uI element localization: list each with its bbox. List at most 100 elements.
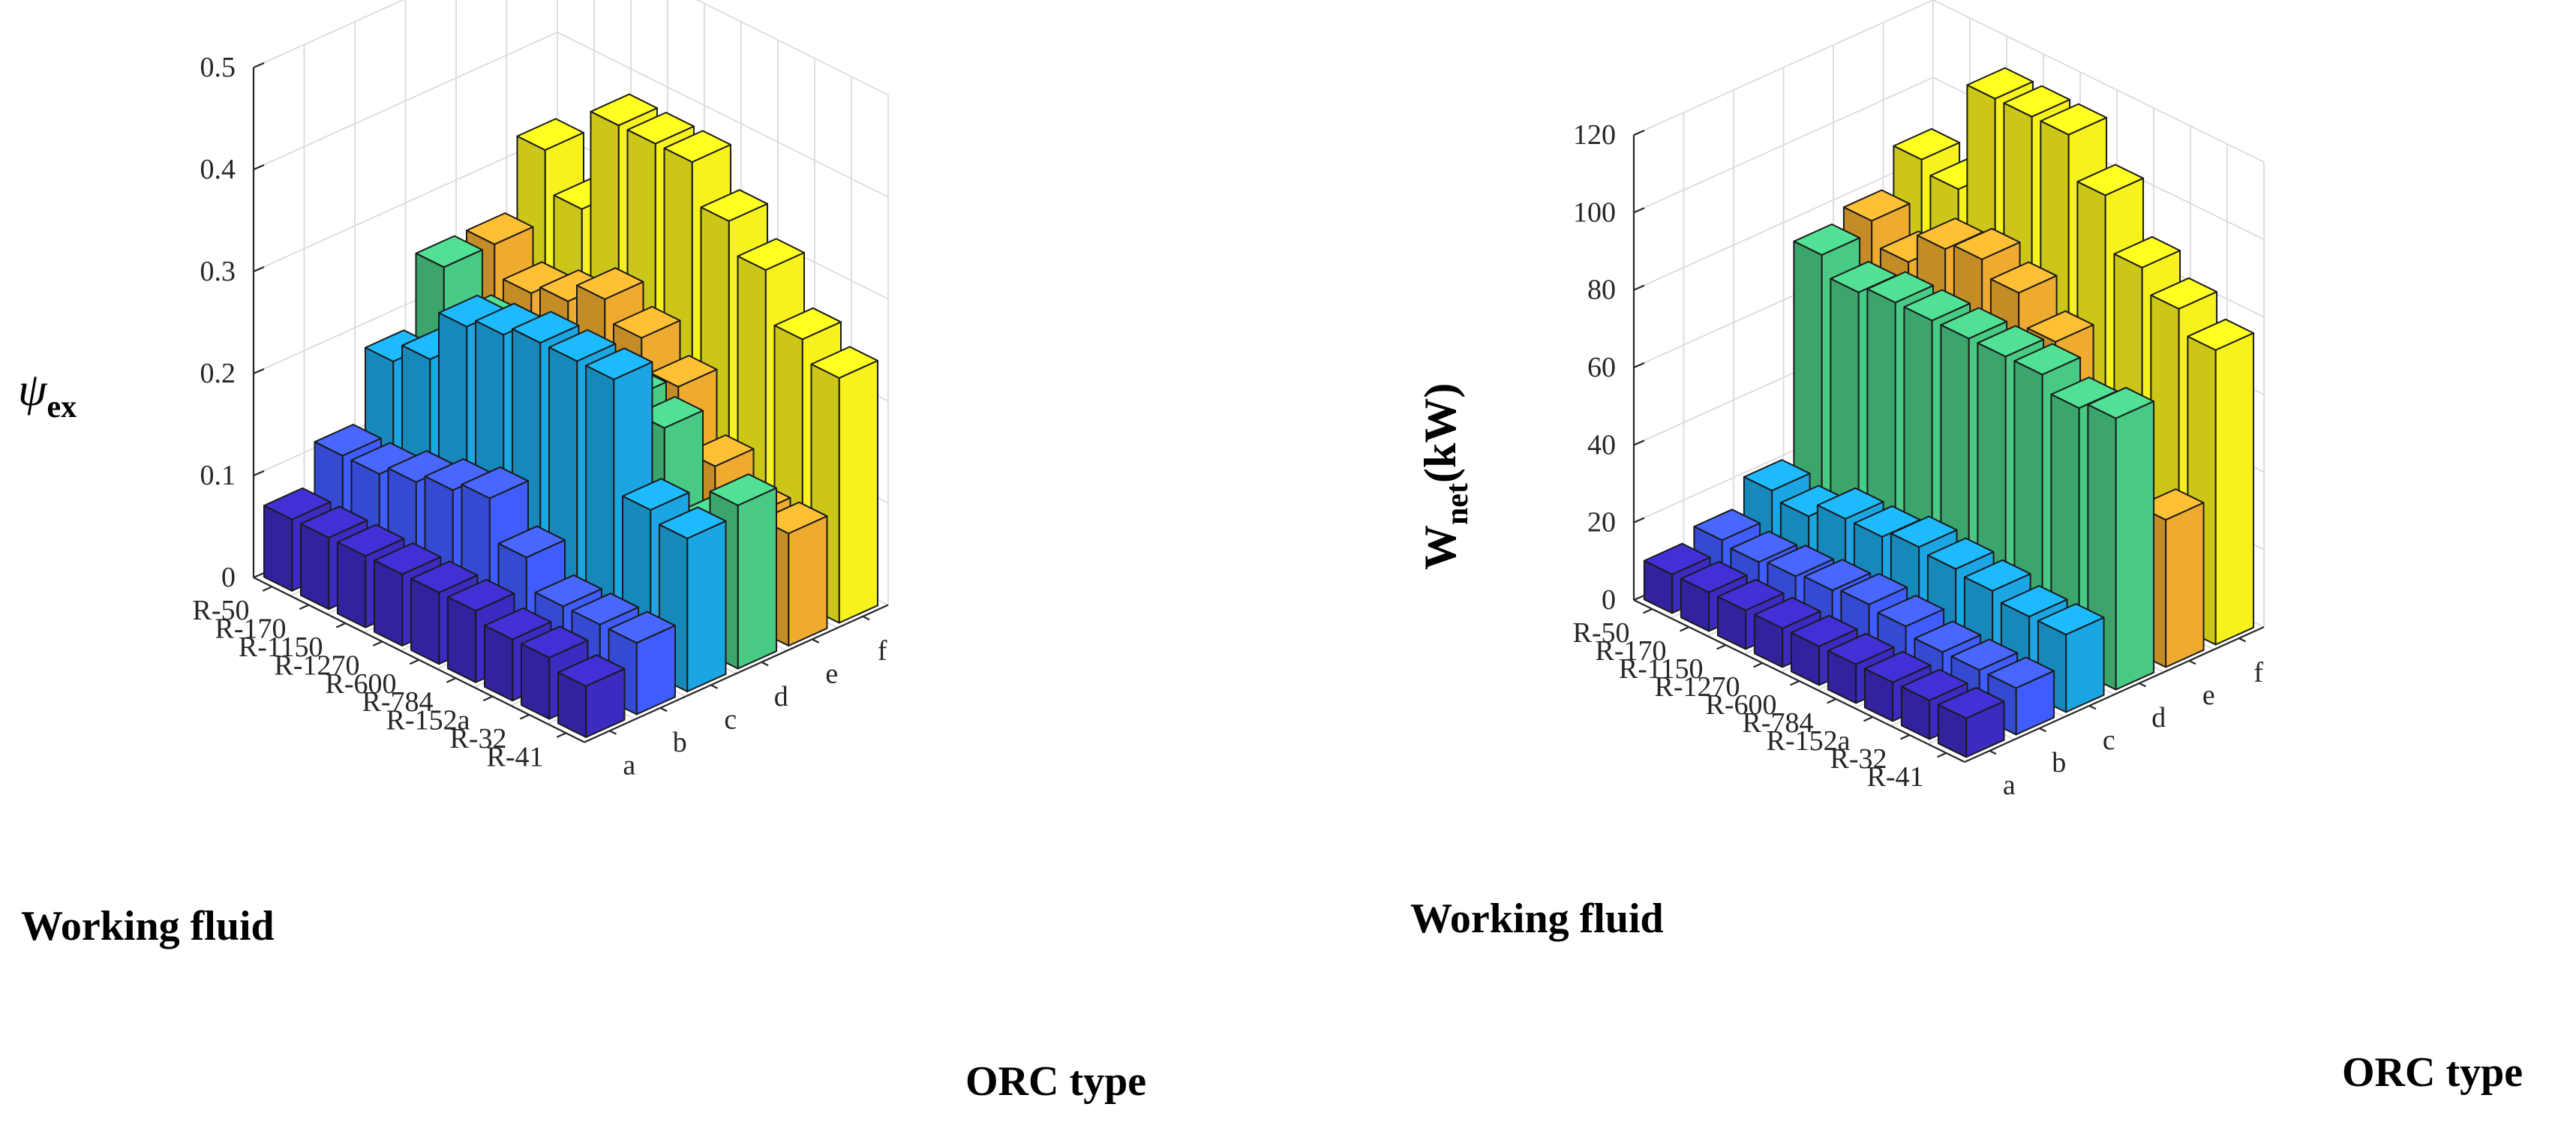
l-y-ticklabel-1: b (673, 727, 687, 758)
l-x-ticklabel-6: R-152a (386, 705, 470, 736)
l-x-tick-7 (519, 713, 530, 720)
r-x-tick-3 (1753, 662, 1763, 668)
r-y-ticklabel-2: c (2103, 724, 2115, 756)
r-z-ticklabel-2: 40 (1587, 429, 1616, 460)
r-x-ticklabel-8: R-41 (1867, 761, 1924, 793)
bar-side (300, 523, 330, 610)
bar-front (686, 520, 727, 692)
r-x-tick-0 (1643, 608, 1653, 614)
right-bars (1643, 67, 2255, 758)
l-z-ticklabel-2: 0.2 (200, 358, 236, 389)
bar-side (410, 578, 440, 665)
l-y-tick-0 (609, 730, 617, 735)
left-zlabel: ψex (18, 364, 77, 424)
r-x-ticklabel-1: R-170 (1596, 635, 1667, 667)
l-z-tick-1 (253, 470, 265, 477)
r-z-ticklabel-6: 120 (1573, 119, 1616, 151)
bar-front (788, 515, 828, 646)
bar-side (263, 505, 293, 592)
r-bar-b-8 (1987, 656, 2055, 736)
right-zlabel-tail: (kW) (1416, 383, 1465, 483)
right-axes (1632, 129, 2265, 764)
l-y-ticklabel-0: a (623, 749, 635, 781)
r-y-axis (1964, 626, 2265, 764)
r-y-tick-2 (2088, 705, 2097, 710)
right-zlabel-main: W (1416, 525, 1465, 570)
r-x-tick-5 (1827, 698, 1836, 704)
r-z-tick-3 (1633, 362, 1645, 369)
right-zlabel-sub: net (1440, 483, 1475, 525)
l-x-tick-3 (372, 640, 383, 646)
l-x-ticklabel-4: R-600 (326, 668, 397, 700)
l-x-ticklabel-8: R-41 (487, 741, 544, 772)
r-y-tick-4 (2188, 660, 2196, 665)
r-z-tick-5 (1633, 207, 1645, 214)
r-y-tick-3 (2139, 682, 2147, 688)
bar-side (1827, 650, 1857, 704)
bar-front (2165, 502, 2205, 668)
l-x-ticklabel-0: R-50 (193, 595, 250, 626)
l-z-tick-0 (253, 572, 265, 579)
l-x-tick-0 (262, 586, 272, 592)
r-z-tick-4 (1633, 284, 1645, 291)
left-zlabel-main: ψ (18, 364, 48, 416)
r-x-tick-6 (1863, 716, 1873, 722)
bar-front (737, 487, 777, 670)
bar-side (337, 541, 367, 628)
r-x-tick-4 (1790, 680, 1800, 686)
l-x-tick-6 (482, 695, 493, 702)
r-z-ticklabel-3: 60 (1587, 352, 1616, 383)
l-x-ticklabel-1: R-170 (215, 614, 287, 645)
bar-side (557, 671, 587, 738)
r-y-ticklabel-3: d (2151, 702, 2166, 734)
l-x-ticklabel-3: R-1270 (275, 650, 360, 681)
bar-front (2214, 332, 2255, 646)
bar-side (1790, 632, 1821, 686)
bar-side (1643, 560, 1674, 614)
left-bars (263, 93, 878, 738)
r-bar-d-8 (2087, 386, 2155, 691)
r-x-ticklabel-3: R-1270 (1655, 671, 1740, 703)
l-z-ticklabel-4: 0.4 (200, 154, 236, 185)
r-y-tick-5 (2238, 638, 2247, 643)
l-z-ticklabel-0: 0 (221, 562, 236, 593)
left-tick-labels: 0 0.1 0.2 0.3 0.4 0.5 R-50R-170R-1150R-1270R-6… (193, 52, 887, 781)
left-xlabel: Working fluid (21, 903, 275, 950)
r-y-ticklabel-5: f (2253, 657, 2263, 688)
r-z-tick-0 (1633, 594, 1645, 602)
l-x-tick-4 (409, 658, 419, 665)
right-xlabel: Working fluid (1410, 896, 1664, 942)
bar-side (374, 560, 404, 646)
l-y-tick-1 (659, 706, 668, 712)
l-grid-z-5 (253, 0, 889, 96)
l-x-tick-5 (446, 677, 456, 683)
r-y-ticklabel-4: e (2202, 680, 2215, 711)
r-y-tick-1 (2039, 728, 2047, 733)
r-z-tick-6 (1633, 129, 1645, 136)
l-z-ticklabel-3: 0.3 (200, 256, 236, 287)
r-y-tick-0 (1989, 750, 1997, 755)
r-x-ticklabel-5: R-784 (1743, 707, 1814, 739)
r-z-tick-1 (1633, 517, 1645, 524)
r-z-ticklabel-5: 100 (1573, 196, 1616, 228)
r-x-tick-1 (1680, 626, 1689, 632)
l-bar-a-8 (557, 654, 626, 738)
bar-side (1753, 614, 1784, 668)
bar-front (2065, 616, 2105, 713)
l-bar-f-8 (810, 346, 878, 624)
l-z-tick-3 (253, 266, 265, 273)
r-y-ticklabel-1: b (2052, 747, 2066, 778)
chart-left: 0 0.1 0.2 0.3 0.4 0.5 R-50R-170R-1150R-1270R-6… (18, 0, 1146, 1105)
l-x-ticklabel-5: R-784 (362, 686, 434, 718)
bar-side (521, 643, 551, 720)
r-z-ticklabel-4: 80 (1587, 274, 1616, 306)
l-y-ticklabel-2: c (724, 704, 737, 735)
bar-front (838, 359, 878, 624)
l-y-axis (584, 604, 889, 743)
l-x-tick-1 (299, 604, 309, 610)
l-y-tick-3 (761, 661, 769, 667)
bar-side (1716, 596, 1747, 650)
r-x-tick-2 (1716, 644, 1726, 650)
